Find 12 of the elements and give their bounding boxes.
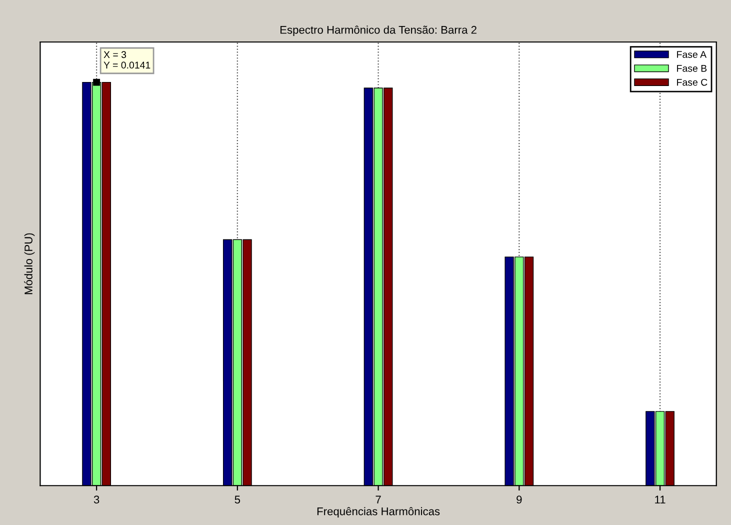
x-tick-label: 5 <box>234 496 240 504</box>
x-tick-label: 9 <box>516 496 522 504</box>
x-tick-label: 3 <box>94 496 100 504</box>
legend-label: Fase B <box>677 65 707 72</box>
annotation: X = 3 Y = 0.0141 <box>104 51 150 69</box>
y-axis-title: Módulo (PU) <box>24 233 35 294</box>
x-tick-label: 11 <box>655 496 666 504</box>
chart-title: Espectro Harmônico da Tensão: Barra 2 <box>280 26 476 36</box>
x-tick-label: 7 <box>376 496 381 504</box>
legend-label: Fase A <box>677 51 707 58</box>
legend-label: Fase C <box>677 78 708 86</box>
x-axis-title: Frequências Harmônicas <box>317 507 440 518</box>
